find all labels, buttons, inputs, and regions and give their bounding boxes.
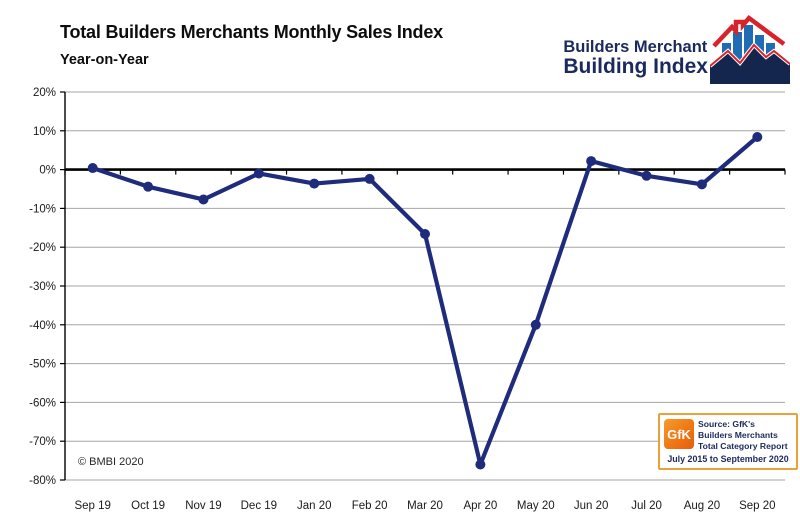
x-tick-label: Jan 20 (297, 500, 332, 512)
y-tick-label: -40% (29, 320, 56, 332)
y-tick-label: -50% (29, 359, 56, 371)
data-point (586, 156, 597, 167)
data-point (752, 132, 763, 143)
source-attribution-box: GfK Source: GfK's Builders Merchants Tot… (658, 413, 798, 471)
y-tick-label: -60% (29, 397, 56, 409)
x-tick-label: May 20 (517, 500, 555, 512)
bmbi-logo: Builders Merchant Building Index (563, 12, 790, 84)
logo-mountain (710, 41, 790, 84)
data-point (696, 179, 707, 190)
data-point (309, 178, 320, 189)
chart-title: Total Builders Merchants Monthly Sales I… (60, 22, 443, 42)
y-tick-label: -30% (29, 281, 56, 293)
source-line-3: Total Category Report (698, 441, 788, 451)
x-tick-label: Sep 20 (739, 500, 775, 512)
x-tick-label: Dec 19 (241, 500, 277, 512)
gfk-logo: GfK (664, 419, 694, 449)
chart-subtitle: Year-on-Year (60, 52, 149, 68)
x-tick-label: Oct 19 (131, 500, 165, 512)
data-point (641, 170, 652, 181)
x-tick-label: Aug 20 (684, 500, 720, 512)
x-tick-label: Mar 20 (407, 500, 443, 512)
source-row: GfK Source: GfK's Builders Merchants Tot… (664, 419, 792, 452)
y-tick-label: -10% (29, 203, 56, 215)
y-tick-label: 10% (33, 126, 56, 138)
logo-skyline-icon (710, 14, 790, 84)
source-line-1: Source: GfK's (698, 419, 755, 429)
x-tick-label: Nov 19 (185, 500, 221, 512)
logo-text-line1: Builders Merchant (563, 37, 708, 56)
logo-text-line2: Building Index (563, 55, 708, 78)
y-tick-label: -20% (29, 242, 56, 254)
data-point (530, 319, 541, 330)
y-tick-label: 20% (33, 87, 56, 99)
bmbi-logo-text: Builders Merchant Building Index (563, 37, 708, 78)
x-tick-label: Feb 20 (352, 500, 388, 512)
data-point (420, 229, 430, 240)
source-line-2: Builders Merchants (698, 430, 778, 440)
y-tick-label: -70% (29, 436, 56, 448)
data-point (198, 194, 209, 205)
y-tick-label: 0% (39, 165, 56, 177)
x-tick-label: Sep 19 (74, 500, 110, 512)
source-line-4: July 2015 to September 2020 (667, 454, 789, 464)
source-lines: Source: GfK's Builders Merchants Total C… (698, 419, 792, 452)
copyright-note: © BMBI 2020 (78, 456, 144, 468)
x-tick-label: Apr 20 (463, 500, 497, 512)
data-point (475, 459, 486, 470)
logo-roof-icon (712, 14, 786, 48)
data-point (143, 181, 154, 192)
data-point (253, 168, 264, 179)
data-point (87, 163, 98, 174)
x-tick-label: Jun 20 (574, 500, 609, 512)
x-tick-label: Jul 20 (631, 500, 662, 512)
data-point (364, 173, 375, 184)
y-tick-label: -80% (29, 475, 56, 487)
